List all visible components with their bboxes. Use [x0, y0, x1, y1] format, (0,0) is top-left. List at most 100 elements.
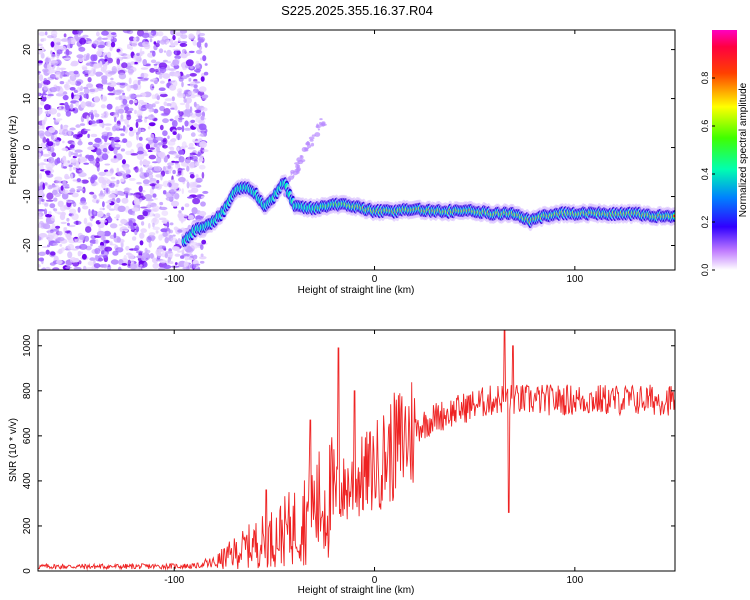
noise-blob	[75, 39, 80, 42]
noise-blob	[145, 143, 151, 150]
noise-blob	[184, 255, 189, 261]
noise-blob	[38, 200, 42, 205]
noise-blob	[95, 239, 99, 245]
noise-blob	[110, 41, 116, 48]
noise-blob	[156, 146, 161, 153]
noise-blob	[159, 39, 166, 45]
noise-blob	[55, 119, 61, 123]
noise-blob	[167, 61, 172, 64]
noise-blob	[199, 38, 204, 43]
noise-blob	[155, 230, 159, 234]
noise-blob	[137, 130, 140, 136]
noise-blob	[42, 223, 51, 230]
noise-blob	[62, 180, 67, 186]
noise-blob	[198, 157, 204, 162]
noise-blob	[71, 92, 74, 100]
snr-y-label: SNR (10 * v/v)	[8, 418, 19, 482]
noise-blob	[96, 31, 100, 37]
noise-blob	[120, 178, 125, 182]
noise-blob	[167, 165, 172, 170]
noise-blob	[192, 197, 201, 205]
noise-blob	[160, 174, 163, 181]
noise-blob	[104, 163, 111, 166]
noise-blob	[101, 37, 109, 40]
noise-blob	[72, 152, 78, 155]
noise-blob	[99, 60, 103, 68]
noise-blob	[49, 59, 58, 64]
noise-blob	[40, 142, 46, 149]
noise-blob	[68, 164, 73, 168]
noise-blob	[121, 56, 128, 60]
noise-blob	[197, 34, 201, 41]
noise-blob	[50, 50, 53, 55]
x-tick-label: 100	[566, 575, 583, 586]
noise-blob	[165, 103, 172, 107]
noise-blob	[151, 94, 156, 100]
y-tick-label: 400	[22, 472, 33, 489]
noise-blob	[116, 197, 121, 204]
noise-blob	[79, 91, 85, 95]
noise-blob	[101, 153, 109, 161]
noise-blob	[122, 30, 131, 34]
noise-blob	[144, 247, 148, 253]
noise-blob	[47, 156, 55, 164]
noise-blob	[101, 121, 105, 129]
noise-blob	[70, 158, 77, 163]
noise-blob	[153, 165, 161, 172]
noise-blob	[149, 253, 154, 259]
streak-blob	[317, 128, 320, 131]
noise-blob	[38, 83, 43, 89]
streak-blob	[292, 170, 299, 176]
noise-blob	[186, 52, 191, 56]
noise-blob	[65, 110, 72, 117]
noise-blob	[142, 41, 150, 47]
noise-blob	[158, 48, 164, 54]
noise-blob	[152, 262, 159, 269]
noise-blob	[184, 120, 189, 127]
noise-blob	[142, 179, 150, 185]
noise-blob	[129, 40, 132, 46]
noise-blob	[154, 197, 158, 200]
streak-blob	[308, 136, 315, 140]
noise-blob	[128, 107, 134, 112]
noise-blob	[98, 245, 105, 249]
noise-blob	[68, 150, 72, 158]
noise-blob	[47, 237, 53, 241]
noise-blob	[66, 217, 70, 222]
noise-blob	[81, 253, 87, 260]
noise-blob	[87, 261, 95, 266]
noise-blob	[162, 264, 172, 269]
noise-blob	[144, 117, 148, 123]
noise-blob	[198, 210, 207, 217]
noise-blob	[45, 217, 51, 225]
noise-blob	[180, 255, 185, 259]
noise-blob	[67, 160, 70, 164]
x-tick-label: -100	[164, 274, 184, 285]
noise-blob	[133, 83, 138, 91]
noise-blob	[169, 146, 175, 152]
noise-blob	[44, 31, 48, 36]
noise-blob	[174, 105, 178, 111]
y-tick-label: 10	[22, 93, 33, 105]
noise-blob	[93, 109, 98, 115]
noise-blob	[124, 126, 128, 134]
noise-blob	[82, 66, 88, 71]
noise-blob	[93, 194, 97, 199]
noise-blob	[95, 71, 103, 77]
noise-blob	[75, 220, 79, 225]
streak-blob	[311, 134, 316, 137]
noise-blob	[65, 259, 72, 267]
noise-blob	[159, 74, 163, 79]
noise-blob	[120, 133, 125, 137]
noise-blob	[64, 230, 71, 234]
noise-blob	[43, 84, 49, 91]
noise-blob	[174, 55, 182, 60]
noise-blob	[38, 52, 44, 55]
noise-blob	[85, 154, 91, 159]
noise-blob	[95, 182, 99, 186]
noise-blob	[194, 122, 198, 128]
noise-blob	[148, 173, 154, 180]
noise-blob	[106, 187, 109, 194]
noise-blob	[181, 188, 184, 195]
noise-blob	[42, 182, 45, 190]
